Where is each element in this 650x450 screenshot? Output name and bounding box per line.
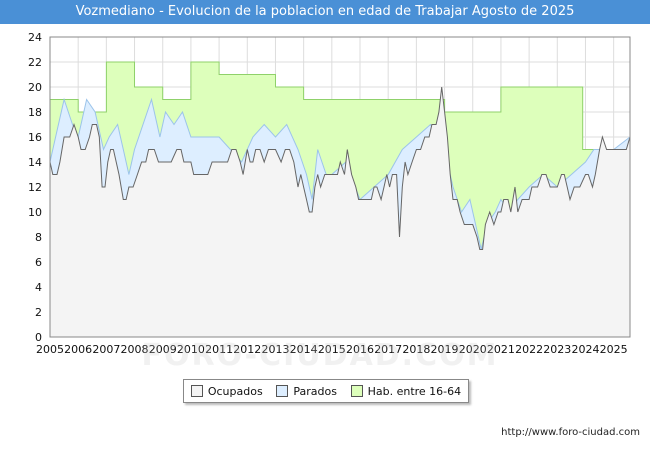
legend-label-hab: Hab. entre 16-64 — [367, 384, 462, 398]
x-tick-label: 2014 — [290, 343, 318, 356]
y-tick-label: 10 — [28, 206, 42, 219]
legend-swatch-hab — [350, 385, 363, 397]
legend: Ocupados Parados Hab. entre 16-64 — [183, 379, 469, 403]
legend-item-ocupados: Ocupados — [190, 384, 263, 398]
x-tick-label: 2012 — [233, 343, 261, 356]
legend-item-parados: Parados — [276, 385, 337, 398]
plot-frame — [49, 36, 631, 338]
series-area-ocupados — [50, 87, 630, 337]
x-tick-label: 2025 — [600, 343, 628, 356]
x-tick-label: 2024 — [571, 343, 599, 356]
y-tick-label: 4 — [35, 281, 42, 294]
legend-item-hab: Hab. entre 16-64 — [350, 384, 462, 398]
y-tick-label: 2 — [35, 306, 42, 319]
x-tick-label: 2018 — [402, 343, 430, 356]
x-tick-label: 2008 — [121, 343, 149, 356]
x-tick-label: 2015 — [318, 343, 346, 356]
x-tick-label: 2016 — [346, 343, 374, 356]
legend-label-parados: Parados — [293, 384, 337, 398]
x-tick-label: 2013 — [261, 343, 289, 356]
x-tick-label: 2010 — [177, 343, 205, 356]
x-tick-label: 2017 — [374, 343, 402, 356]
series-line-ocupados — [49, 86, 631, 250]
y-tick-label: 6 — [35, 256, 42, 269]
x-tick-label: 2020 — [459, 343, 487, 356]
x-tick-label: 2009 — [149, 343, 177, 356]
watermark: FORO-CIUDAD.COM — [141, 338, 499, 373]
x-tick-label: 2023 — [543, 343, 571, 356]
y-tick-label: 0 — [35, 331, 42, 344]
x-tick-label: 2011 — [205, 343, 233, 356]
legend-swatch-ocupados — [190, 385, 203, 397]
x-axis: 2005 2006 2007 2008 2009 2010 2011 2012 2013 2014… — [36, 343, 628, 356]
legend-label-ocupados: Ocupados — [207, 384, 263, 398]
x-tick-label: 2007 — [92, 343, 120, 356]
series-line-hab — [50, 61, 630, 150]
chart-title: Vozmediano - Evolucion de la poblacion e… — [0, 0, 650, 24]
series-layer — [49, 61, 631, 337]
x-tick-label: 2005 — [36, 343, 64, 356]
y-tick-label: 22 — [28, 56, 42, 69]
y-tick-label: 12 — [28, 181, 42, 194]
y-tick-label: 14 — [28, 156, 42, 169]
x-tick-label: 2021 — [487, 343, 515, 356]
y-tick-label: 18 — [28, 106, 42, 119]
source-link[interactable]: http://www.foro-ciudad.com — [501, 427, 640, 438]
x-tick-label: 2019 — [431, 343, 459, 356]
legend-swatch-parados — [276, 385, 289, 397]
y-tick-label: 20 — [28, 81, 42, 94]
y-tick-label: 16 — [28, 131, 42, 144]
x-tick-label: 2006 — [64, 343, 92, 356]
x-tick-label: 2022 — [515, 343, 543, 356]
y-tick-label: 24 — [28, 31, 42, 44]
y-tick-label: 8 — [35, 231, 42, 244]
